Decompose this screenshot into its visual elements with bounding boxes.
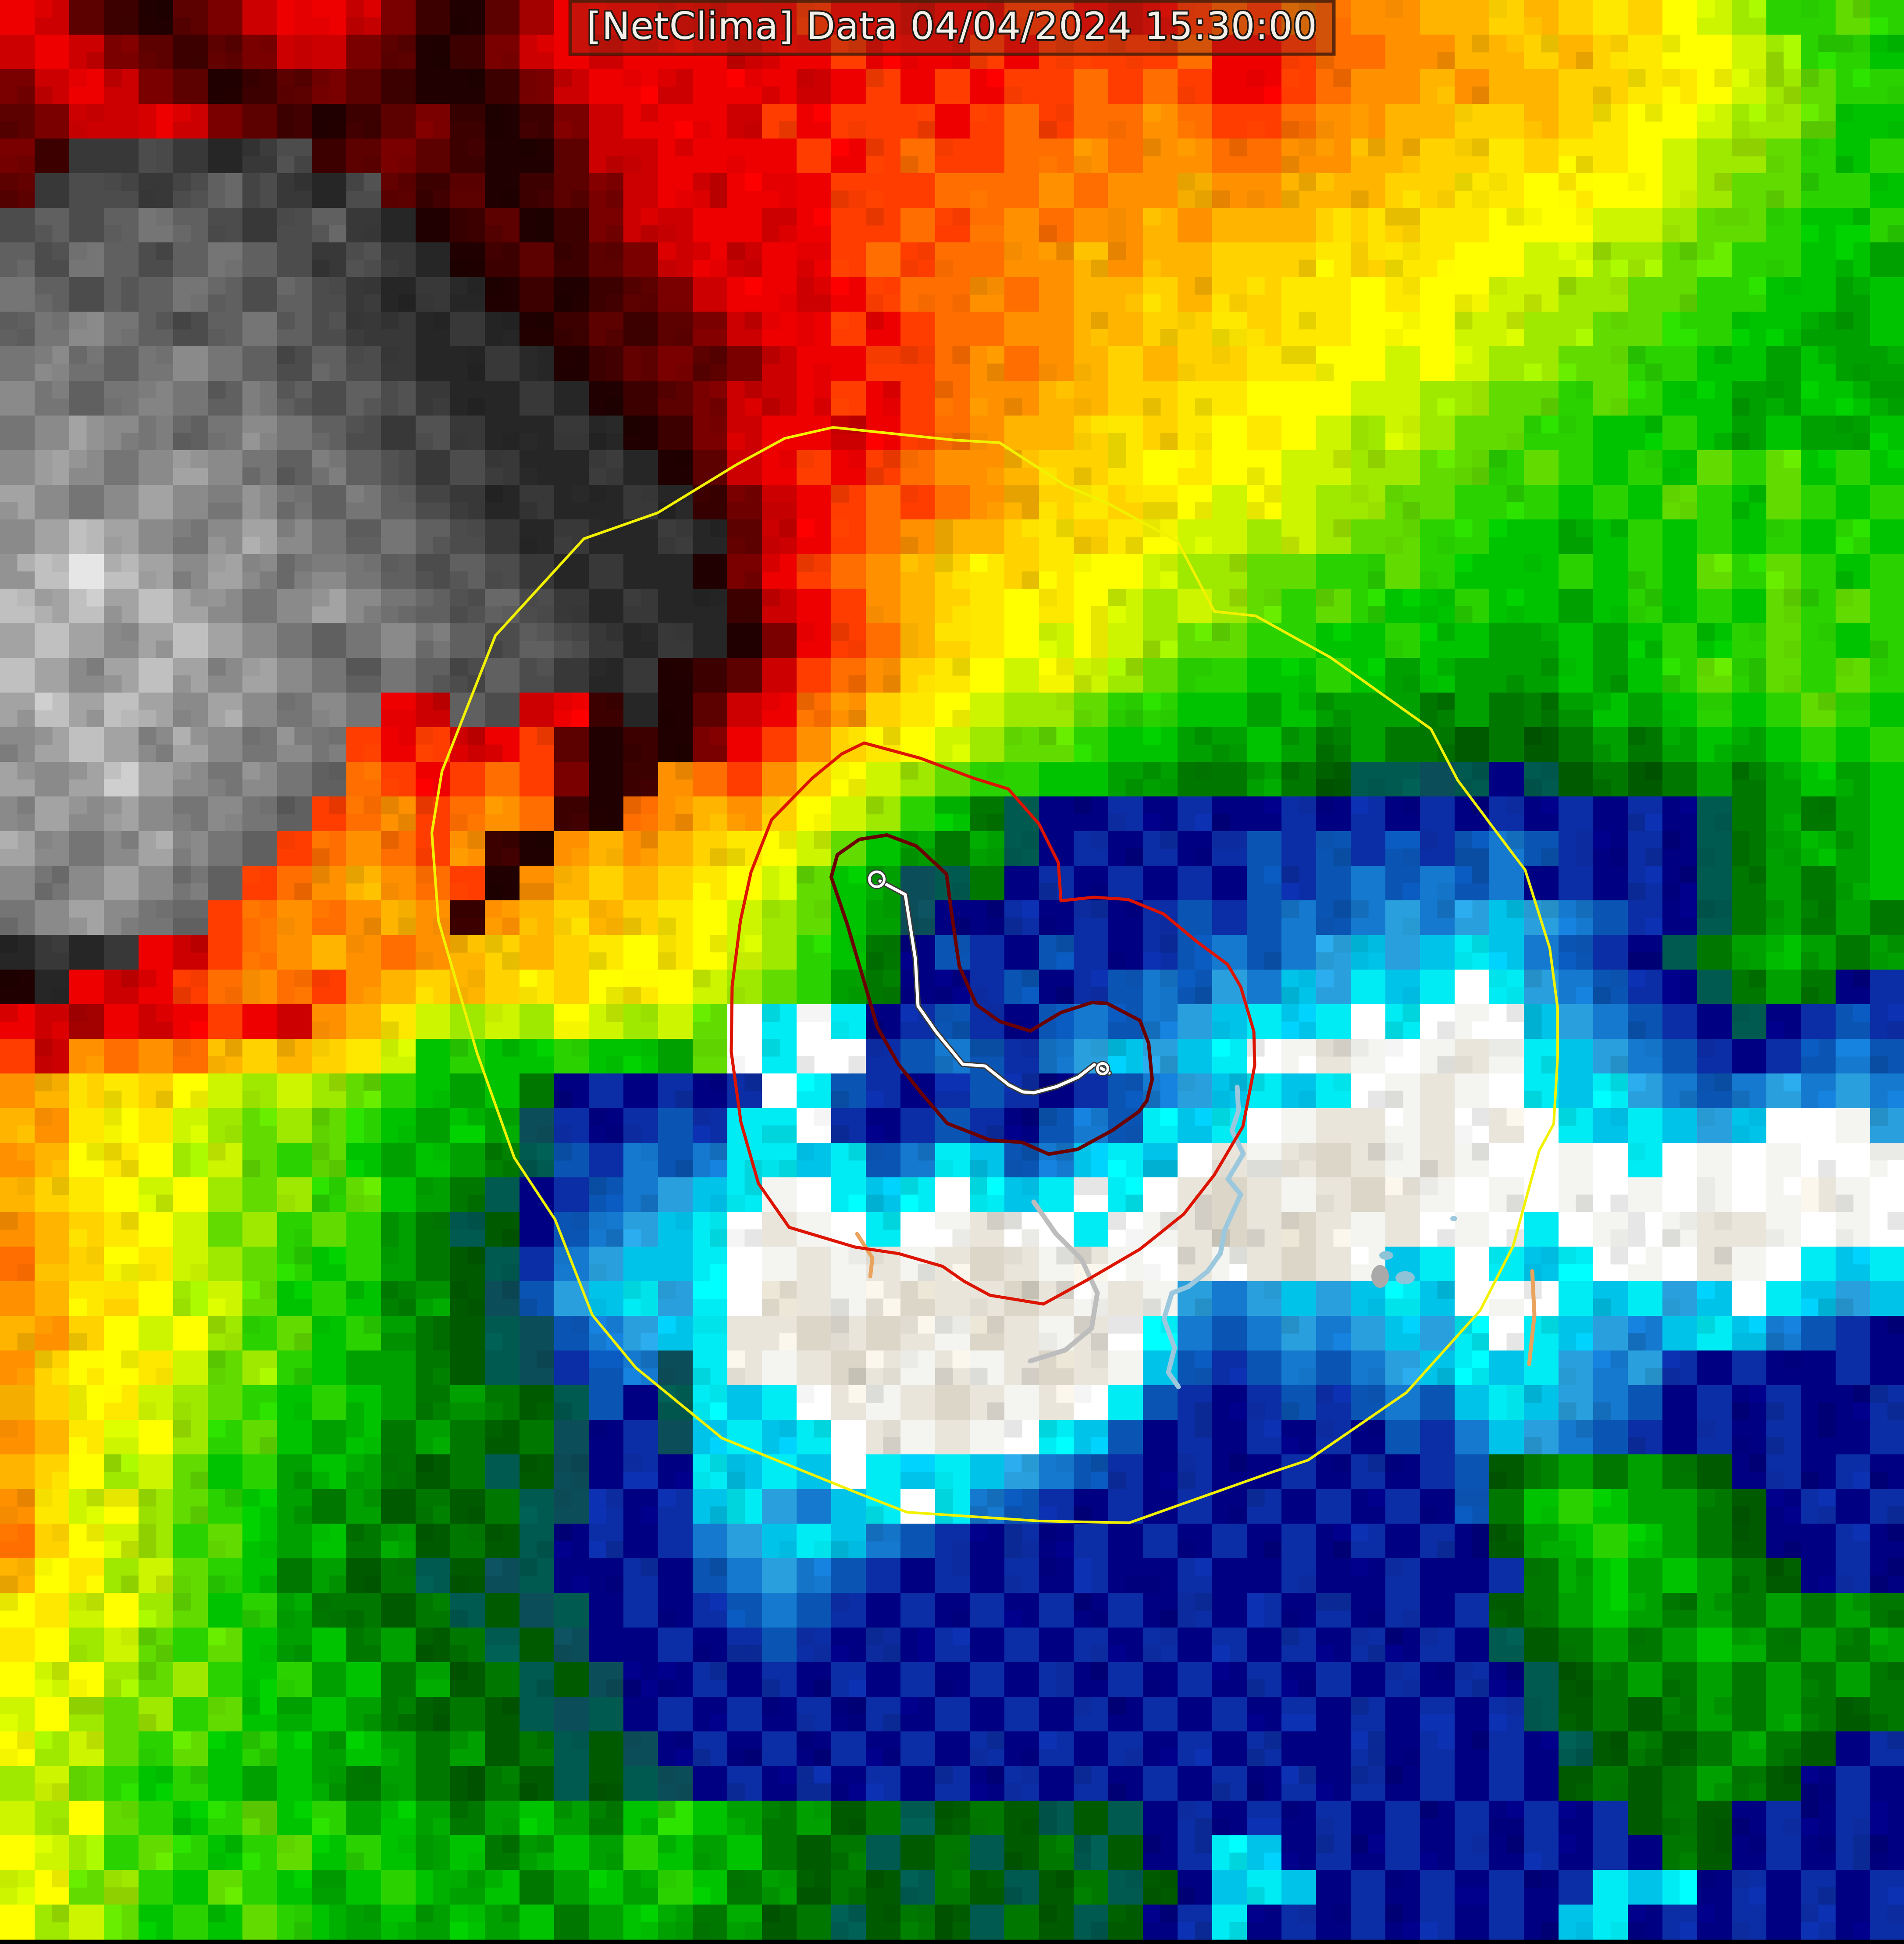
title-text: [NetClima] Data 04/04/2024 15:30:00 <box>587 4 1317 48</box>
title-bar: [NetClima] Data 04/04/2024 15:30:00 <box>568 0 1336 56</box>
